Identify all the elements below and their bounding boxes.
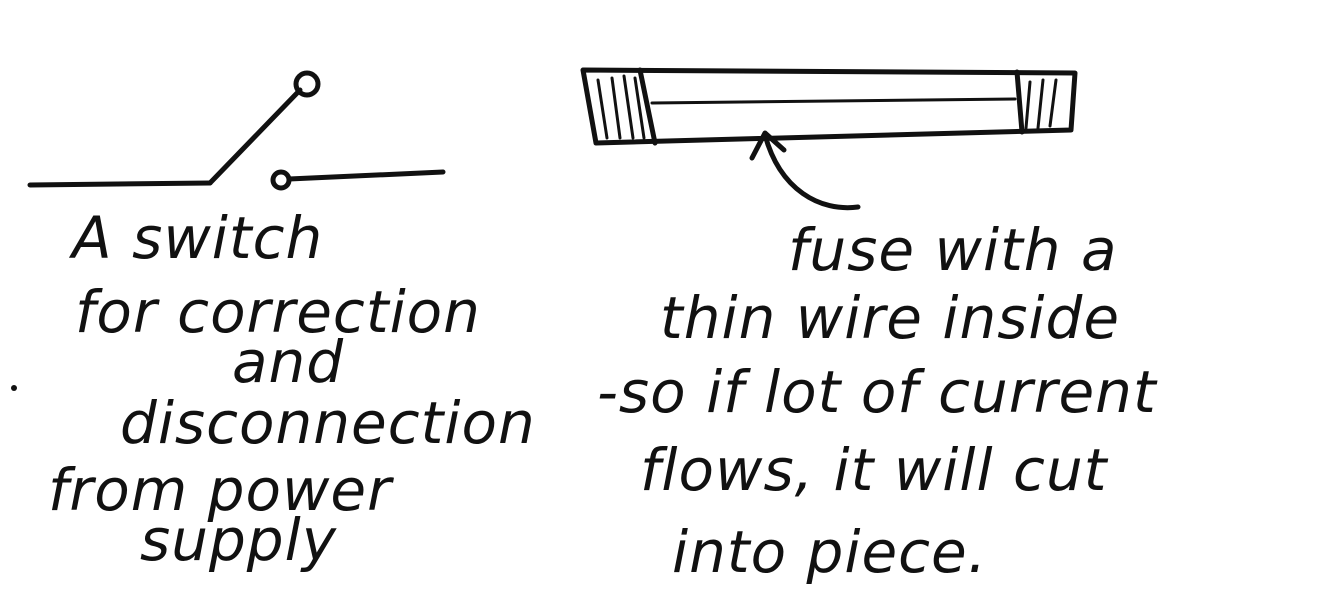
switch-symbol	[27, 70, 446, 191]
fuse-caption-line-2: thin wire inside	[660, 284, 1120, 352]
switch-caption-line-1: A switch	[68, 204, 323, 272]
switch-bottom-contact	[270, 169, 292, 191]
fuse-right-cap-edge	[1014, 69, 1025, 135]
fuse-left-cap-edge	[637, 67, 658, 146]
switch-right-wire	[286, 169, 446, 182]
stray-dot	[11, 385, 17, 391]
fuse-caption-line-4: flows, it will cut	[640, 436, 1109, 504]
fuse-arrow-head	[749, 130, 787, 161]
fuse-symbol	[580, 67, 1078, 211]
switch-lever	[207, 87, 303, 186]
fuse-left-cap-hatching	[596, 74, 646, 140]
fuse-caption-line-3: -so if lot of current	[597, 358, 1158, 426]
switch-caption-line-2: for correction	[75, 278, 481, 346]
switch-top-contact	[293, 70, 321, 98]
fuse-pointer-arrow	[762, 132, 861, 211]
fuse-body	[580, 67, 1078, 146]
fuse-right-cap-hatching	[1024, 78, 1058, 130]
fuse-caption-line-1: fuse with a	[788, 216, 1118, 284]
switch-caption-line-6: supply	[140, 506, 337, 574]
fuse-caption-line-5: into piece.	[672, 518, 987, 586]
switch-left-wire	[27, 180, 213, 188]
switch-caption-line-3: and	[232, 328, 344, 396]
switch-caption: A switch for correction and disconnectio…	[48, 204, 536, 574]
switch-caption-line-5: from power	[48, 456, 394, 524]
switch-caption-line-4: disconnection	[120, 389, 536, 457]
fuse-wire	[650, 97, 1017, 105]
fuse-caption: fuse with a thin wire inside -so if lot …	[597, 216, 1158, 586]
